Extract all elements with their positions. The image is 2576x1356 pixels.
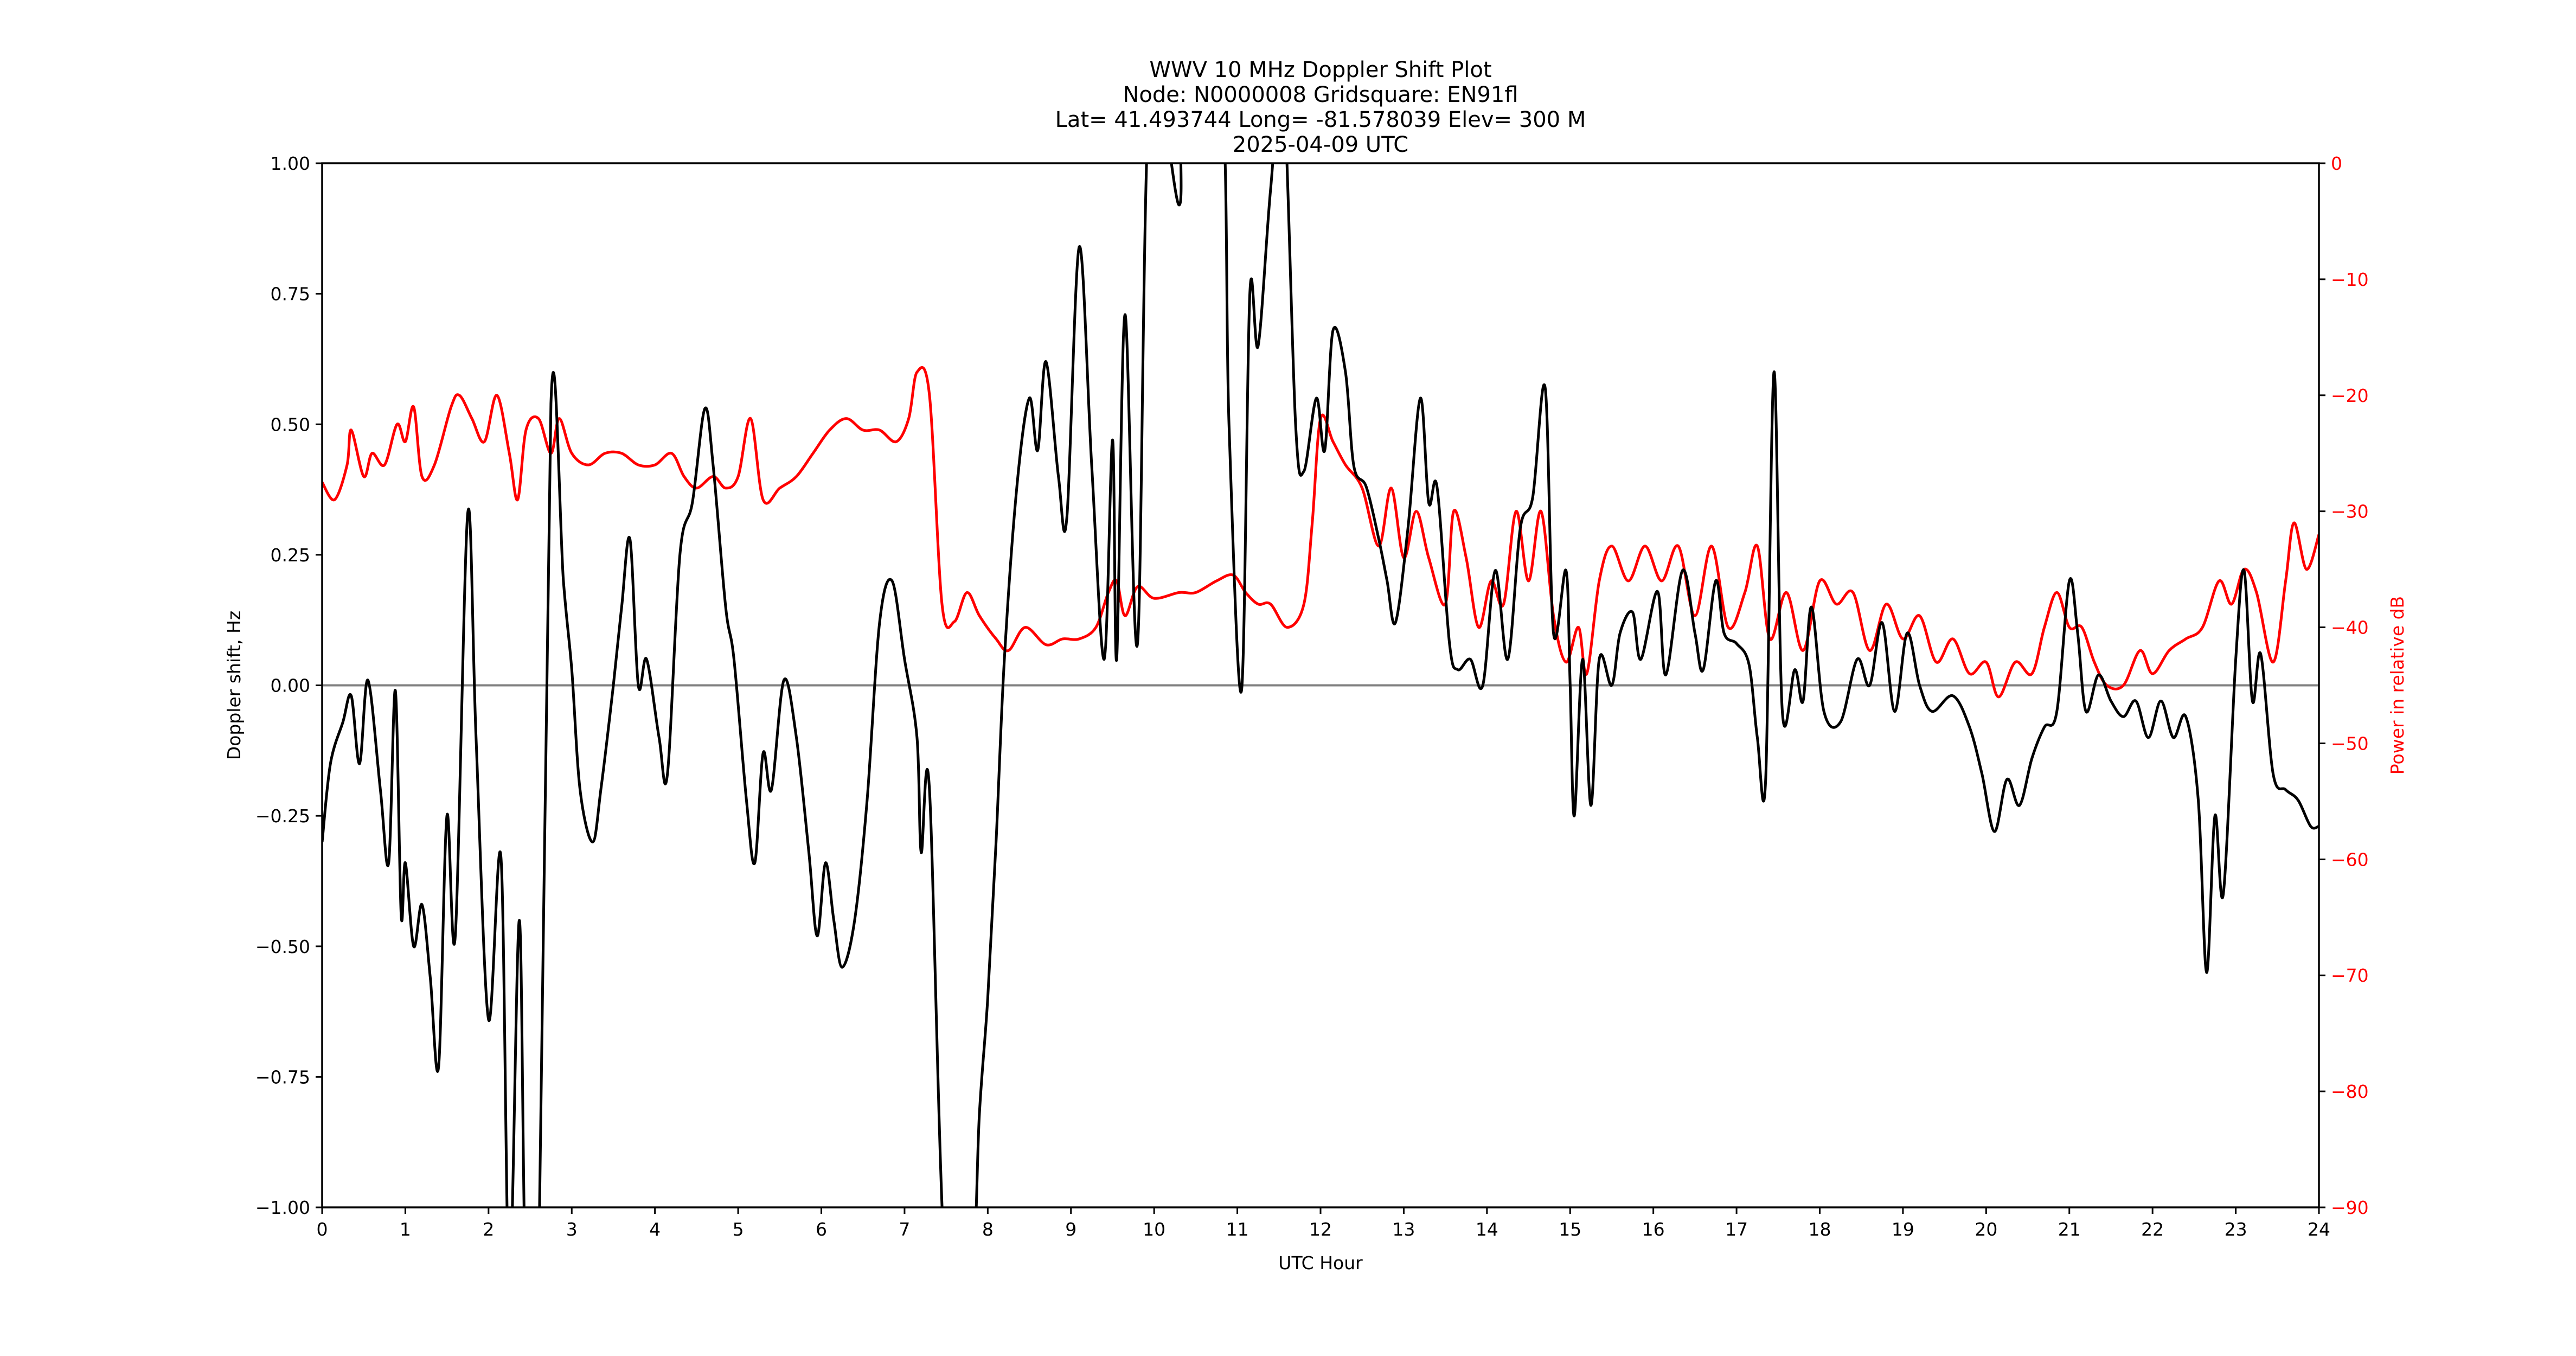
y-tick-label: 0.75 — [271, 284, 310, 305]
y-tick-label: −0.75 — [255, 1066, 310, 1088]
x-tick-label: 10 — [1143, 1219, 1165, 1240]
y-axis-left-label: Doppler shift, Hz — [223, 611, 245, 760]
y-right-tick-label: −30 — [2331, 501, 2369, 522]
x-tick-label: 19 — [1892, 1219, 1914, 1240]
x-tick-label: 7 — [899, 1219, 910, 1240]
x-tick-label: 17 — [1725, 1219, 1748, 1240]
y-right-tick-label: −50 — [2331, 733, 2369, 754]
x-tick-label: 23 — [2225, 1219, 2247, 1240]
x-tick-label: 5 — [733, 1219, 744, 1240]
y-tick-label: −0.25 — [255, 805, 310, 827]
x-tick-label: 1 — [400, 1219, 411, 1240]
y-tick-label: −1.00 — [255, 1197, 310, 1218]
x-tick-label: 11 — [1226, 1219, 1249, 1240]
x-tick-label: 16 — [1642, 1219, 1665, 1240]
y-tick-label: 0.00 — [271, 675, 310, 696]
y-tick-label: 1.00 — [271, 153, 310, 174]
y-right-tick-label: −20 — [2331, 385, 2369, 406]
x-tick-label: 15 — [1559, 1219, 1581, 1240]
x-tick-label: 3 — [566, 1219, 578, 1240]
y-right-tick-label: −90 — [2331, 1197, 2369, 1218]
title-line-4: 2025-04-09 UTC — [1233, 132, 1408, 157]
x-tick-label: 13 — [1392, 1219, 1415, 1240]
y-right-tick-label: −70 — [2331, 965, 2369, 986]
x-tick-label: 8 — [982, 1219, 994, 1240]
x-tick-label: 22 — [2141, 1219, 2164, 1240]
x-axis-label: UTC Hour — [1278, 1252, 1363, 1274]
y-right-tick-label: 0 — [2331, 153, 2342, 174]
x-tick-label: 4 — [649, 1219, 661, 1240]
x-tick-label: 21 — [2058, 1219, 2081, 1240]
y-right-tick-label: −60 — [2331, 849, 2369, 870]
y-right-tick-label: −40 — [2331, 617, 2369, 638]
title-line-1: WWV 10 MHz Doppler Shift Plot — [1149, 57, 1491, 82]
y-tick-label: −0.50 — [255, 936, 310, 957]
y-axis-right-ticks: 0 −10 −20 −30 −40 −50 −60 −70 −80 −90 — [2319, 153, 2369, 1218]
chart-title: WWV 10 MHz Doppler Shift Plot Node: N000… — [1055, 57, 1586, 157]
x-tick-label: 12 — [1309, 1219, 1332, 1240]
x-tick-label: 2 — [483, 1219, 494, 1240]
y-tick-label: 0.50 — [271, 414, 310, 435]
title-line-3: Lat= 41.493744 Long= -81.578039 Elev= 30… — [1055, 107, 1586, 132]
x-tick-label: 0 — [317, 1219, 328, 1240]
power-series-line — [322, 366, 2319, 699]
x-tick-label: 14 — [1476, 1219, 1498, 1240]
y-right-tick-label: −80 — [2331, 1081, 2369, 1102]
title-line-2: Node: N0000008 Gridsquare: EN91fl — [1123, 82, 1518, 107]
y-axis-left-ticks: 1.00 0.75 0.50 0.25 0.00 −0.25 −0.50 −0.75 −1.00 — [255, 153, 322, 1218]
doppler-series-line — [322, 163, 2319, 1207]
x-tick-label: 18 — [1809, 1219, 1831, 1240]
x-tick-label: 6 — [816, 1219, 827, 1240]
y-tick-label: 0.25 — [271, 545, 310, 566]
x-tick-label: 20 — [1975, 1219, 1997, 1240]
x-axis-ticks: 0 1 2 3 4 5 6 7 8 9 10 11 12 13 14 15 16 17 18 19 20 21 22 23 24 — [317, 1207, 2330, 1240]
x-tick-label: 24 — [2308, 1219, 2330, 1240]
x-tick-label: 9 — [1065, 1219, 1076, 1240]
y-axis-right-label: Power in relative dB — [2387, 596, 2408, 775]
y-right-tick-label: −10 — [2331, 269, 2369, 290]
